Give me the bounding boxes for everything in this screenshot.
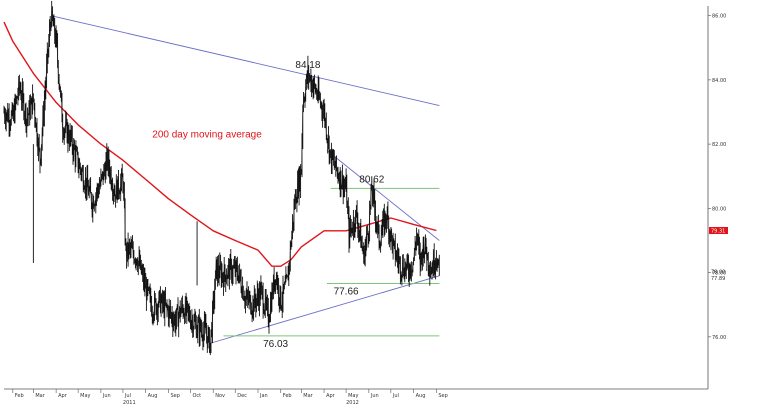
price-annotation-0: 84.18	[295, 60, 320, 71]
end-marker-box-moving-average	[709, 227, 728, 235]
x-tick-label: Sep	[170, 393, 179, 399]
x-tick-label: Mar	[35, 393, 45, 399]
x-tick-label: Jul	[392, 393, 399, 399]
price-annotation-3: 76.03	[263, 339, 288, 350]
price-annotation-2: 77.66	[334, 287, 359, 298]
x-tick-label: Dec	[237, 393, 247, 399]
x-tick-label: Aug	[416, 393, 426, 399]
trendlines-layer	[50, 15, 440, 344]
x-tick-label: Oct	[192, 393, 201, 399]
x-tick-label: Jun	[102, 393, 111, 399]
trendline-resistance-1	[326, 150, 440, 241]
x-year-label: 2011	[123, 400, 136, 406]
y-tick-label: 78.00	[712, 271, 726, 277]
price-layer	[3, 0, 440, 356]
x-tick-label: Mar	[303, 393, 313, 399]
trendline-resistance-0	[50, 15, 440, 107]
x-tick-label: Feb	[283, 393, 292, 399]
x-tick-label: Jul	[124, 393, 131, 399]
x-tick-label: May	[80, 393, 90, 399]
x-tick-label: Feb	[15, 393, 24, 399]
price-close-line	[3, 8, 440, 352]
annotations-layer: 84.18 80.62 77.66 76.03 200 day moving avera…	[152, 60, 384, 350]
x-tick-label: Jan	[259, 393, 268, 399]
y-tick-label: 84.00	[712, 78, 726, 84]
x-tick-label: Aug	[148, 393, 158, 399]
end-marker-label: 77.89	[711, 276, 725, 282]
y-tick-label: 76.00	[712, 335, 726, 341]
axes-layer: 86.0084.0082.0080.0078.0076.0079.3178.00…	[4, 6, 728, 406]
moving-average-label: 200 day moving average	[152, 130, 262, 141]
price-annotation-1: 80.62	[359, 174, 384, 185]
y-tick-label: 82.00	[712, 142, 726, 148]
end-marker-label: 78.00	[711, 270, 725, 276]
end-marker-label: 79.31	[711, 229, 725, 235]
x-year-label: 2012	[346, 400, 359, 406]
x-tick-label: Sep	[438, 393, 447, 399]
x-tick-label: May	[348, 393, 358, 399]
y-tick-label: 80.00	[712, 206, 726, 212]
y-tick-label: 86.00	[712, 14, 726, 20]
trendline-support-2	[210, 275, 440, 344]
x-tick-label: Nov	[215, 393, 225, 399]
x-tick-label: Apr	[58, 393, 68, 399]
x-tick-label: Jun	[370, 393, 379, 399]
support-levels-layer	[223, 187, 440, 337]
x-tick-label: Apr	[326, 393, 336, 399]
